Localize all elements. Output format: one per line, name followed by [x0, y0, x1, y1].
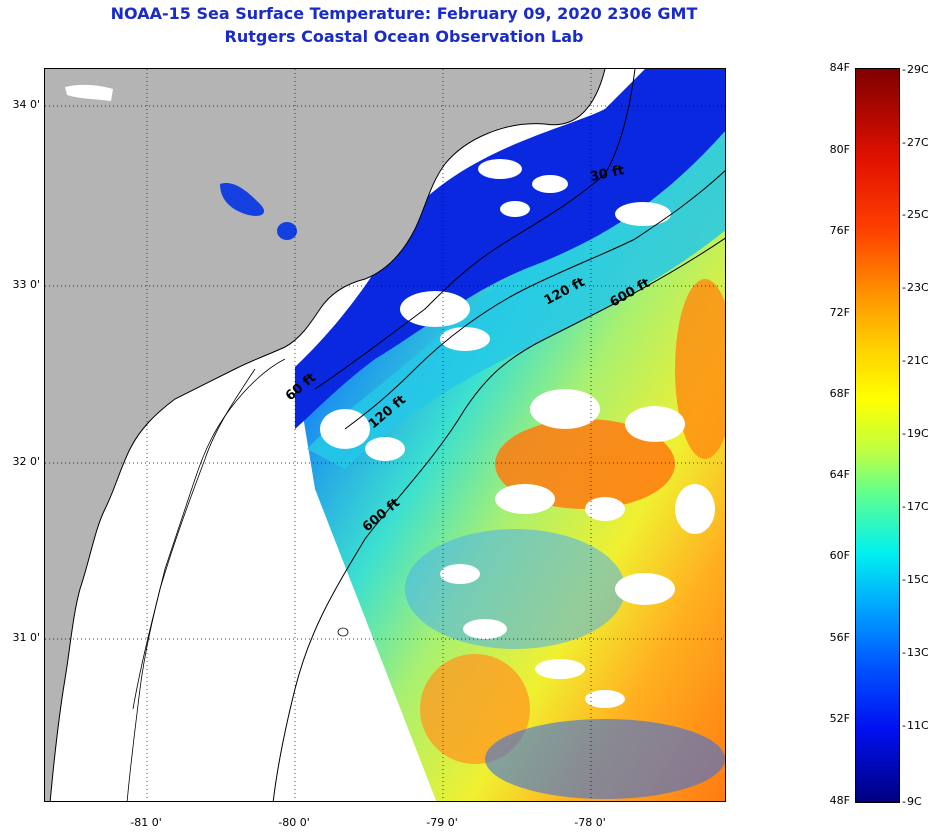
shoal-marker [337, 627, 349, 637]
colorbar-f-84: 84F [829, 61, 850, 74]
temperature-colorbar [855, 68, 900, 803]
colorbar-c-23: 23C [902, 281, 928, 294]
map-subtitle: Rutgers Coastal Ocean Observation Lab [224, 27, 584, 46]
lon-tick-80: -80 0' [278, 816, 310, 829]
colorbar-c-27: 27C [902, 136, 928, 149]
lon-tick-78: -78 0' [574, 816, 606, 829]
coastline [49, 69, 606, 801]
inland-water [220, 183, 265, 216]
colorbar-f-60: 60F [829, 549, 850, 562]
inner-contour [126, 358, 286, 801]
mid-shelf-water [307, 131, 725, 469]
inner-contour-2 [132, 368, 256, 710]
colorbar-f-80: 80F [829, 143, 850, 156]
colorbar-f-64: 64F [829, 468, 850, 481]
cloud-cover [320, 159, 715, 708]
colorbar-c-13: 13C [902, 646, 928, 659]
warm-eddy [420, 654, 530, 764]
isobath-30ft [314, 69, 636, 390]
lake-white [65, 84, 113, 101]
colorbar-f-76: 76F [829, 224, 850, 237]
colorbar-c-25: 25C [902, 208, 928, 221]
colorbar-f-52: 52F [829, 712, 850, 725]
lat-tick-31: 31 0' [12, 631, 40, 644]
sst-map: 30 ft 120 ft 600 ft 60 ft 120 ft 600 ft [44, 68, 726, 802]
map-title: NOAA-15 Sea Surface Temperature: Februar… [110, 4, 698, 23]
isobath-120ft [344, 170, 725, 430]
colorbar-f-48: 48F [829, 794, 850, 807]
graticule [45, 69, 725, 801]
colorbar-c-17: 17C [902, 500, 928, 513]
land-mass [45, 69, 605, 801]
lon-tick-81: -81 0' [130, 816, 162, 829]
cool-patch [405, 529, 625, 649]
colorbar-c-19: 19C [902, 427, 928, 440]
colorbar-c-15: 15C [902, 573, 928, 586]
cool-south [485, 719, 725, 799]
lat-tick-33: 33 0' [12, 278, 40, 291]
colorbar-c-11: 11C [902, 719, 928, 732]
colorbar-c-21: 21C [902, 354, 928, 367]
colorbar-f-72: 72F [829, 306, 850, 319]
colorbar-f-56: 56F [829, 631, 850, 644]
cold-nearshore-water [295, 69, 725, 429]
colorbar-c-29: 29C [902, 63, 928, 76]
lat-tick-32: 32 0' [12, 455, 40, 468]
sst-map-canvas: 30 ft 120 ft 600 ft 60 ft 120 ft 600 ft [45, 69, 725, 801]
warm-band [675, 279, 725, 459]
lon-tick-79: -79 0' [426, 816, 458, 829]
colorbar-f-68: 68F [829, 387, 850, 400]
colorbar-c-9: 9C [902, 795, 922, 808]
lat-tick-34: 34 0' [12, 98, 40, 111]
isobath-label-30ft: 30 ft [589, 163, 626, 185]
lake [277, 222, 297, 240]
